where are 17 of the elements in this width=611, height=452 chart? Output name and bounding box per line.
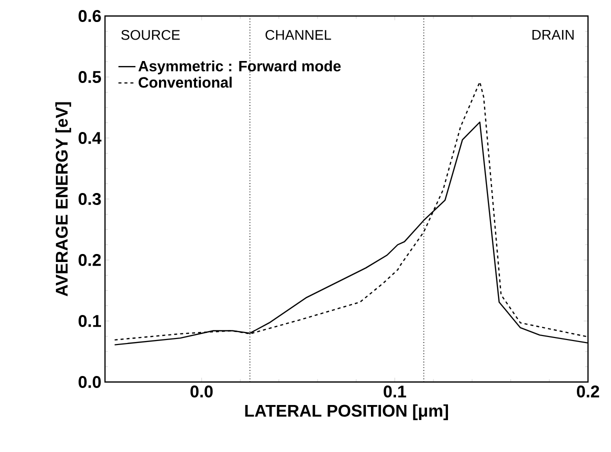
annotation: CHANNEL [266,30,332,40]
y-tick-label: 0.3 [78,192,101,206]
y-tick-label: 0.1 [78,315,102,328]
y-tick-label: 0.0 [78,376,101,388]
y-tick-label: 0.6 [78,10,101,22]
legend-label: Conventional [138,76,232,88]
annotation: SOURCE [121,30,180,40]
legend-label: Asymmetric : Forward mode [138,60,341,74]
y-tick-label: 0.4 [78,132,102,144]
y-tick-label: 0.5 [78,71,102,84]
x-tick-label: 0.1 [384,386,406,398]
x-tick-label: 0.0 [190,386,213,398]
x-tick-label: 0.2 [576,386,600,398]
x-axis-title: LATERAL POSITION [μm] [245,404,448,420]
y-axis-title: AVERAGE ENERGY [eV] [55,102,72,296]
annotation: DRAIN [532,30,574,40]
y-tick-label: 0.2 [78,254,101,266]
